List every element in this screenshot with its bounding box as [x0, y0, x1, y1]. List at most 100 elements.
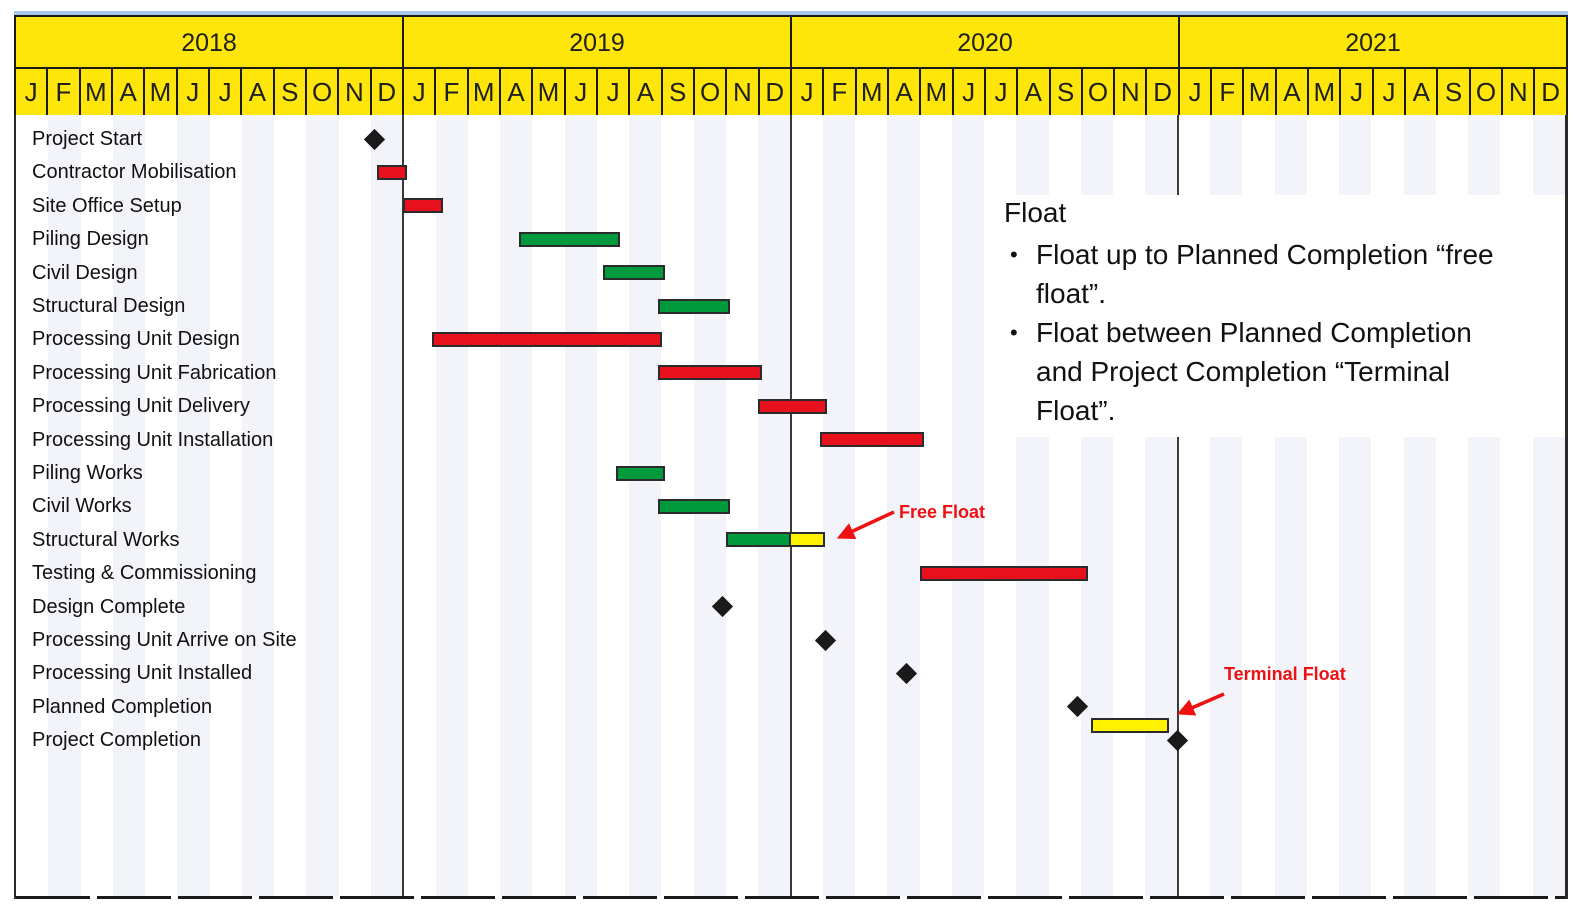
- month-cell: J: [178, 69, 210, 115]
- task-label: Project Completion: [32, 729, 201, 751]
- month-stripe: [822, 115, 856, 899]
- task-bar: [658, 365, 763, 380]
- year-cell: 2020: [792, 17, 1180, 69]
- task-label: Processing Unit Arrive on Site: [32, 629, 297, 651]
- month-cell: O: [1083, 69, 1116, 115]
- month-cell: O: [1471, 69, 1504, 115]
- month-cell: F: [1212, 69, 1245, 115]
- month-cell: N: [1115, 69, 1148, 115]
- float-note-bullet: • Float between Planned Completion and P…: [988, 313, 1565, 430]
- float-note: Float • Float up to Planned Completion “…: [988, 195, 1565, 437]
- month-cell: O: [695, 69, 728, 115]
- task-label: Contractor Mobilisation: [32, 161, 237, 183]
- bottom-axis-ticks: [16, 896, 1565, 899]
- task-bar: [658, 499, 730, 514]
- year-cell: 2021: [1345, 28, 1401, 57]
- month-cell: A: [1406, 69, 1439, 115]
- task-label: Processing Unit Design: [32, 328, 240, 350]
- month-cell: J: [210, 69, 243, 115]
- year-cell: 2019: [404, 17, 792, 69]
- terminal-float-label: Terminal Float: [1224, 664, 1346, 684]
- task-bar: [432, 332, 663, 347]
- task-bar: [758, 399, 827, 414]
- month-cell: F: [824, 69, 857, 115]
- month-cell: O: [307, 69, 340, 115]
- task-label: Processing Unit Fabrication: [32, 362, 277, 384]
- task-label: Project Start: [32, 128, 143, 150]
- float-note-bullet-text: Float between Planned Completion and Pro…: [1036, 317, 1472, 426]
- top-accent-line: [14, 11, 1568, 15]
- bullet-icon: •: [1010, 320, 1018, 345]
- month-cell: N: [1503, 69, 1536, 115]
- year-cell: 2018: [16, 17, 404, 69]
- month-cell: A: [113, 69, 146, 115]
- month-cell: M: [921, 69, 954, 115]
- task-label: Structural Design: [32, 295, 186, 317]
- month-cell: J: [1374, 69, 1407, 115]
- task-bar: [658, 299, 730, 314]
- year-separator: [402, 115, 405, 899]
- month-stripe: [887, 115, 920, 899]
- month-stripe: [951, 115, 985, 899]
- month-cell: A: [1018, 69, 1051, 115]
- free-float-label: Free Float: [899, 502, 986, 522]
- month-cell: M: [469, 69, 501, 115]
- month-cell: J: [954, 69, 986, 115]
- task-bar: [377, 165, 408, 180]
- month-cell: J: [1180, 69, 1213, 115]
- month-cell: D: [372, 69, 404, 115]
- month-cell: D: [760, 69, 792, 115]
- terminal-float-bar: [1090, 718, 1169, 733]
- month-cell: A: [630, 69, 663, 115]
- free-float-bar: [788, 532, 825, 547]
- task-bar: [519, 232, 621, 247]
- task-label: Processing Unit Delivery: [32, 395, 250, 417]
- month-stripe: [435, 115, 468, 899]
- bullet-icon: •: [1010, 242, 1018, 267]
- month-cell: F: [48, 69, 81, 115]
- month-cell: J: [598, 69, 631, 115]
- task-label: Piling Design: [32, 228, 149, 250]
- month-cell: N: [339, 69, 372, 115]
- month-cell: M: [857, 69, 889, 115]
- years-row: 2018 2019 2020 2021: [14, 15, 1568, 69]
- month-cell: M: [145, 69, 178, 115]
- task-label: Processing Unit Installed: [32, 662, 253, 684]
- task-label: Piling Works: [32, 462, 143, 484]
- year-separator: [1176, 115, 1179, 899]
- task-label: Planned Completion: [32, 696, 213, 718]
- month-cell: D: [1541, 76, 1560, 107]
- month-cell: J: [404, 69, 437, 115]
- task-bar: [603, 265, 666, 280]
- month-cell: N: [727, 69, 760, 115]
- month-stripe: [241, 115, 275, 899]
- year-separator: [789, 115, 792, 899]
- month-cell: M: [533, 69, 566, 115]
- task-bar: [725, 532, 795, 547]
- month-stripe: [112, 115, 146, 899]
- task-bar: [616, 466, 666, 481]
- month-stripe: [629, 115, 662, 899]
- month-cell: S: [1438, 69, 1471, 115]
- task-bar: [819, 432, 924, 447]
- month-cell: J: [1341, 69, 1374, 115]
- month-cell: J: [986, 69, 1019, 115]
- month-stripe: [177, 115, 210, 899]
- task-label: Design Complete: [32, 596, 186, 618]
- month-cell: A: [242, 69, 275, 115]
- month-stripe: [370, 115, 404, 899]
- month-cell: A: [889, 69, 922, 115]
- float-note-bullet-text: Float up to Planned Completion “free flo…: [1036, 239, 1494, 309]
- task-bar: [403, 198, 443, 213]
- month-stripe: [758, 115, 791, 899]
- task-label: Site Office Setup: [32, 195, 182, 217]
- month-cell: J: [792, 69, 825, 115]
- task-label: Civil Design: [32, 262, 138, 284]
- task-label: Civil Works: [32, 495, 132, 517]
- month-cell: J: [566, 69, 598, 115]
- month-cell: M: [81, 69, 113, 115]
- month-cell: S: [1051, 69, 1083, 115]
- month-cell: M: [1244, 69, 1277, 115]
